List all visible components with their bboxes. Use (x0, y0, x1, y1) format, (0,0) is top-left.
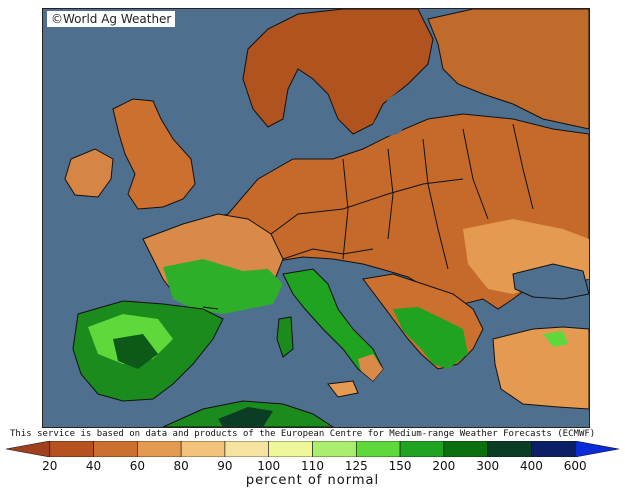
color-scale-bar (5, 441, 620, 457)
north-africa-dark-area (218, 407, 273, 427)
country-borders (202, 123, 534, 310)
color-scale-bin (355, 441, 401, 457)
color-scale-tick-label: 125 (344, 459, 368, 473)
color-scale-tick-label: 60 (129, 459, 145, 473)
color-scale-bin (574, 441, 620, 457)
europe-precipitation-map (43, 9, 589, 427)
color-scale-bin (531, 441, 576, 457)
scandinavia-landmass (242, 9, 434, 135)
iberia-dark-area (113, 334, 158, 369)
color-scale-tick-label: 20 (42, 459, 58, 473)
color-scale-bin (443, 441, 488, 457)
balkans-green-area (393, 307, 468, 369)
color-scale-tick-label: 200 (432, 459, 456, 473)
turkey-green-spot (543, 331, 568, 347)
black-sea (512, 263, 589, 300)
sicily-island (327, 380, 359, 398)
color-scale-title: percent of normal (245, 473, 380, 488)
color-scale-bin (487, 441, 532, 457)
color-scale-tick-label: 80 (173, 459, 189, 473)
color-scale-tick-label: 600 (563, 459, 587, 473)
color-scale-bin (49, 441, 94, 457)
color-scale-tick-label: 150 (388, 459, 412, 473)
color-scale-tick-label: 400 (519, 459, 543, 473)
color-scale-tick-label: 300 (476, 459, 500, 473)
great-britain-landmass (112, 98, 196, 210)
southern-france-green-area (163, 259, 283, 314)
ecmwf-source-note: This service is based on data and produc… (10, 429, 596, 439)
world-ag-weather-watermark: ©World Ag Weather (47, 11, 176, 27)
turkey-landmass (492, 326, 589, 410)
color-scale-bin (268, 441, 313, 457)
color-scale-bin (93, 441, 138, 457)
baltic-sea (373, 89, 418, 137)
italy-orange-tip (358, 354, 383, 381)
color-scale-bin (5, 441, 51, 457)
color-scale-tick-label: 100 (257, 459, 281, 473)
color-scale-tick-label: 40 (85, 459, 102, 473)
forecast-map: ©World Ag Weather (42, 8, 590, 428)
color-scale-bin (137, 441, 182, 457)
color-scale-tick-label: 90 (217, 459, 233, 473)
finland-landmass (427, 9, 589, 130)
color-scale-bin (224, 441, 270, 457)
color-scale-tick-label: 110 (301, 459, 324, 473)
color-scale-bin (399, 441, 445, 457)
color-scale-tick-labels: 20 40 60 80 90 100 110 125 150 200 300 400 600 (0, 459, 625, 475)
color-scale-bin (180, 441, 226, 457)
color-scale-bin (312, 441, 357, 457)
ireland-landmass (64, 148, 114, 198)
sardinia-island (276, 316, 294, 358)
